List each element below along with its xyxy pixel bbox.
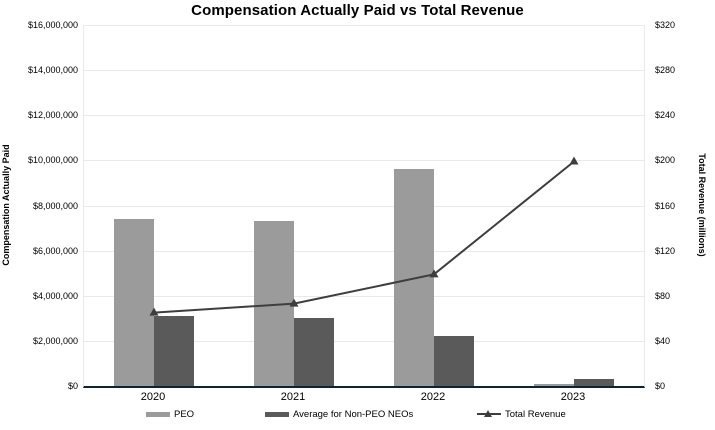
bar-non-peo-2020: [154, 316, 194, 386]
left-tick-label: $4,000,000: [32, 290, 78, 301]
revenue-line-swatch-icon: [477, 409, 501, 419]
legend-label-peo: PEO: [174, 408, 195, 420]
x-tick-label-2020: 2020: [140, 391, 166, 403]
left-tick-label: $10,000,000: [27, 155, 78, 166]
bar-peo-2022: [394, 169, 434, 386]
right-tick-label: $120: [655, 245, 676, 256]
plot-area: [83, 25, 645, 388]
gridline: [84, 250, 644, 252]
gridline: [84, 160, 644, 162]
bar-non-peo-2022: [434, 336, 474, 386]
right-tick-label: $240: [655, 110, 676, 121]
left-tick-label: $14,000,000: [27, 65, 78, 76]
bar-peo-2023: [534, 383, 574, 386]
bar-peo-2020: [114, 219, 154, 386]
left-tick-label: $0: [67, 381, 78, 391]
right-tick-label: $40: [655, 335, 671, 346]
right-tick-label: $280: [655, 65, 676, 76]
left-tick-label: $8,000,000: [32, 200, 78, 211]
legend-item-peo: PEO: [146, 408, 194, 420]
right-tick-label: $80: [655, 290, 671, 301]
gridline: [84, 340, 644, 342]
legend-label-total-revenue: Total Revenue: [505, 408, 566, 420]
gridline: [84, 25, 644, 26]
right-axis-title: Total Revenue (millions): [697, 153, 707, 257]
gridline: [84, 70, 644, 72]
legend-item-total-revenue: Total Revenue: [477, 408, 566, 420]
gridline: [84, 295, 644, 297]
left-tick-label: $2,000,000: [32, 335, 78, 346]
chart-title: Compensation Actually Paid vs Total Reve…: [191, 2, 524, 19]
left-tick-label: $12,000,000: [27, 110, 78, 121]
right-tick-label: $160: [655, 200, 676, 211]
peo-swatch-icon: [146, 411, 170, 417]
gridline: [84, 205, 644, 207]
legend-label-non-peo: Average for Non-PEO NEOs: [293, 408, 414, 420]
non-peo-swatch-icon: [265, 411, 289, 417]
legend-item-non-peo: Average for Non-PEO NEOs: [265, 408, 413, 420]
right-tick-label: $0: [655, 381, 666, 391]
left-tick-label: $16,000,000: [27, 20, 78, 30]
x-tick-label-2023: 2023: [560, 391, 586, 403]
x-tick-label-2022: 2022: [420, 391, 446, 403]
right-tick-label: $320: [655, 20, 676, 30]
bar-non-peo-2021: [294, 318, 334, 386]
left-tick-label: $6,000,000: [32, 245, 78, 256]
bar-peo-2021: [254, 221, 294, 386]
bar-non-peo-2023: [574, 379, 614, 386]
gridline: [84, 115, 644, 117]
right-tick-label: $200: [655, 155, 676, 166]
x-tick-label-2021: 2021: [280, 391, 306, 403]
